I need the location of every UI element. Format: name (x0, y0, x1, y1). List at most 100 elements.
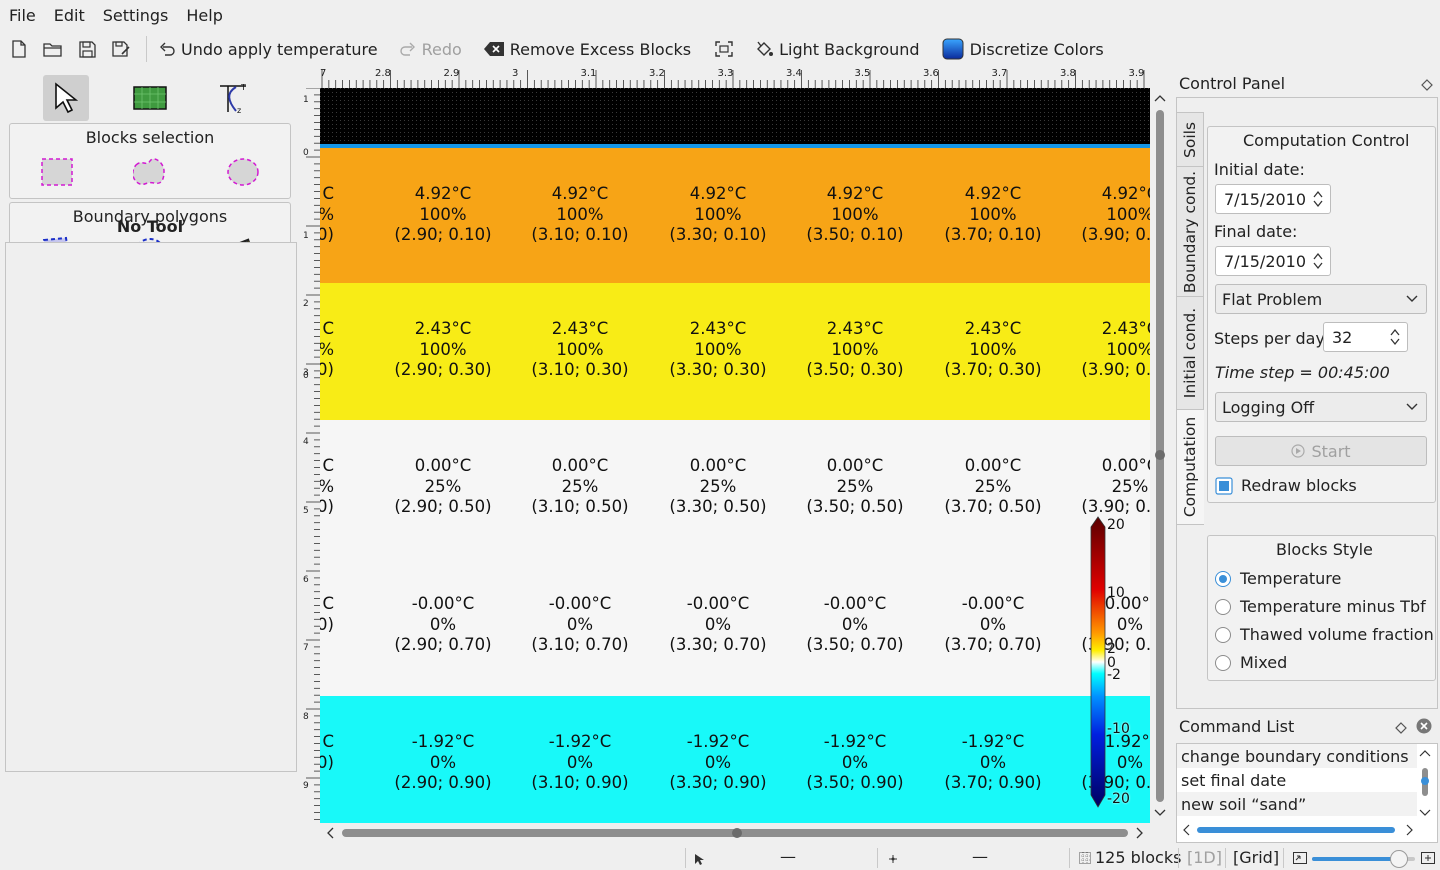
logging-select[interactable]: Logging Off (1215, 392, 1427, 422)
menu-settings[interactable]: Settings (102, 5, 169, 25)
new-file-icon[interactable] (8, 38, 30, 60)
toolbar-separator (146, 36, 147, 62)
block-cell-label: 4.92°C 100% (3.70; 0.10) (944, 184, 1042, 244)
zoom-fit-icon[interactable] (1293, 852, 1307, 864)
color-scale-label: 0 (1107, 655, 1116, 671)
horizontal-scrollbar[interactable] (320, 823, 1150, 843)
temperature-color-scale: 20 10 2 0 -2 -10 -20 (1088, 515, 1148, 815)
ruler-tick-label: 1 (303, 231, 309, 241)
tab-computation[interactable]: Computation (1176, 409, 1204, 525)
block-cell-label: -1.92°C 0% (3.70; 0.90) (944, 732, 1042, 792)
control-panel-title: Control Panel (1179, 74, 1286, 93)
tab-boundary-cond[interactable]: Boundary cond. (1176, 166, 1204, 297)
svg-text:z: z (237, 106, 241, 115)
fit-view-icon[interactable] (713, 38, 735, 60)
initial-date-field[interactable]: 7/15/2010 (1215, 184, 1331, 214)
ellipse-selection-icon[interactable] (226, 157, 260, 191)
style-temperature-radio[interactable]: Temperature (1215, 569, 1341, 588)
menu-edit[interactable]: Edit (53, 5, 85, 25)
block-cell-label: C%.10) (320, 184, 334, 244)
tool-status-label: No Tool (116, 217, 184, 236)
ruler-tick-label: 7 (303, 643, 309, 653)
redo-button[interactable]: Redo (399, 40, 462, 59)
toolbar: Undo apply temperature Redo Remove Exces… (0, 32, 1440, 66)
command-list-hscroll[interactable] (1179, 820, 1419, 840)
spin-arrows-icon[interactable] (1312, 189, 1324, 209)
steps-per-day-label: Steps per day: (1214, 329, 1330, 348)
command-item[interactable]: set final date (1181, 771, 1287, 790)
undo-button[interactable]: Undo apply temperature (159, 40, 378, 59)
save-as-icon[interactable] (110, 38, 132, 60)
remove-excess-blocks-button[interactable]: Remove Excess Blocks (483, 40, 691, 59)
block-cell-label: C%.30) (320, 319, 334, 379)
block-cell-label: -1.92°C 0% (3.10; 0.90) (531, 732, 629, 792)
mode-1d-toggle[interactable]: [1D] (1187, 848, 1222, 867)
final-date-field[interactable]: 7/15/2010 (1215, 246, 1331, 276)
zoom-slider-handle[interactable] (1389, 850, 1408, 868)
style-temperature-minus-tbf-radio[interactable]: Temperature minus Tbf (1215, 597, 1426, 616)
zoom-slider[interactable] (1312, 850, 1415, 868)
time-step-label: Time step = 00:45:00 (1215, 363, 1390, 382)
block-count: 125 blocks (1095, 848, 1182, 867)
block-cell-label: C.90) (320, 732, 334, 772)
command-list-vscroll[interactable] (1415, 746, 1435, 826)
menu-file[interactable]: File (9, 5, 36, 25)
ruler-tick-label: 3.3 (718, 68, 734, 79)
light-background-button[interactable]: Light Background (755, 40, 920, 59)
computation-control-title: Computation Control (1243, 131, 1410, 150)
ruler-tick-label: 5 (303, 506, 309, 516)
rectangle-block-tool-button[interactable] (127, 75, 173, 121)
style-thawed-volume-fraction-radio[interactable]: Thawed volume fraction (1215, 625, 1434, 644)
tab-soils[interactable]: Soils (1176, 112, 1204, 167)
block-cell-label: 0.00°C 25% (3.50; 0.50) (806, 456, 904, 516)
block-cell-label: 0.00°C 25% (3.10; 0.50) (531, 456, 629, 516)
mode-grid-toggle[interactable]: [Grid] (1233, 848, 1280, 867)
float-dock-icon[interactable] (1421, 77, 1433, 95)
command-item[interactable]: change boundary conditions (1181, 747, 1409, 766)
ruler-tick-label: 8 (303, 712, 309, 722)
float-dock-icon[interactable] (1395, 720, 1407, 738)
zoom-in-icon[interactable] (1421, 852, 1435, 864)
start-button[interactable]: Start (1215, 436, 1427, 466)
vertical-scrollbar[interactable] (1150, 88, 1170, 823)
style-mixed-radio[interactable]: Mixed (1215, 653, 1287, 672)
spin-arrows-icon[interactable] (1389, 327, 1401, 347)
ruler-tick-label: 3.5 (855, 68, 871, 79)
block-cell-label: 0.00°C 25% (3.70; 0.50) (944, 456, 1042, 516)
problem-type-select[interactable]: Flat Problem (1215, 284, 1427, 314)
command-list-panel: Command List change boundary conditions … (1173, 713, 1440, 845)
pointer-tool-button[interactable] (43, 75, 89, 121)
open-folder-icon[interactable] (42, 38, 64, 60)
redraw-blocks-checkbox[interactable]: Redraw blocks (1215, 476, 1357, 495)
block-cell-label: 2.43°C 100% (2.90; 0.30) (394, 319, 492, 379)
block-cell-label: 0.00°C 25% (3.30; 0.50) (669, 456, 767, 516)
ruler-tick-label: 3.4 (786, 68, 802, 79)
discretize-colors-button[interactable]: Discretize Colors (942, 38, 1104, 60)
save-icon[interactable] (76, 38, 98, 60)
paint-bucket-icon (757, 41, 774, 56)
ruler-tick-label: 3.9 (1129, 68, 1145, 79)
close-icon[interactable] (1416, 718, 1432, 738)
steps-per-day-field[interactable]: 32 (1323, 322, 1408, 352)
spin-arrows-icon[interactable] (1312, 251, 1324, 271)
tab-initial-cond[interactable]: Initial cond. (1176, 296, 1204, 410)
ruler-tick-label: 9 (303, 781, 309, 791)
ruler-tick-label: 2.9 (444, 68, 460, 79)
block-cell-label: 2.43°C 100% (3.10; 0.30) (531, 319, 629, 379)
command-item[interactable]: new soil “sand” (1181, 795, 1307, 814)
menu-help[interactable]: Help (186, 5, 223, 25)
tool-options-area (5, 242, 297, 772)
lasso-selection-icon[interactable] (132, 157, 167, 191)
play-circle-icon (1291, 444, 1306, 458)
rect-selection-icon[interactable] (40, 157, 74, 191)
crosshair-icon (889, 855, 897, 863)
ruler-tick-label: 3.6 (923, 68, 939, 79)
block-cell-label: -1.92°C 0% (3.50; 0.90) (806, 732, 904, 792)
control-panel: Control Panel Soils Boundary cond. Initi… (1173, 70, 1440, 710)
blocks-style-group (1207, 535, 1436, 681)
color-scale-label: -2 (1107, 667, 1121, 683)
